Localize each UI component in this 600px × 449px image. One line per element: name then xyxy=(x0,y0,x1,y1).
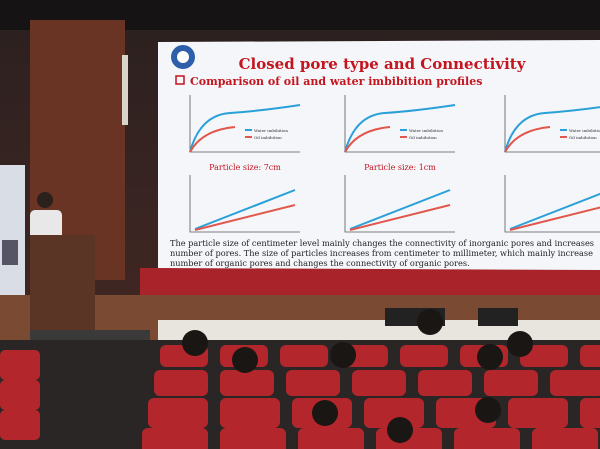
seat xyxy=(484,370,538,396)
oil-curve xyxy=(504,126,551,153)
logo xyxy=(177,51,189,63)
chart-axes xyxy=(344,175,455,233)
presenter-head xyxy=(37,192,53,208)
bullet xyxy=(175,75,185,85)
banner xyxy=(0,165,25,300)
audience-head xyxy=(232,347,258,373)
chart-caption: Particle size: 7cm xyxy=(209,163,281,172)
water-curve xyxy=(344,104,456,153)
seat xyxy=(508,398,568,428)
lectern xyxy=(30,235,95,330)
audience-head xyxy=(507,331,533,357)
audience-head xyxy=(312,400,338,426)
seat xyxy=(352,370,406,396)
seat xyxy=(454,428,520,449)
audience-head xyxy=(330,342,356,368)
slide-text: number of organic pores and changes the … xyxy=(170,258,470,268)
seat xyxy=(142,428,208,449)
banner-qr xyxy=(2,240,18,265)
seat xyxy=(400,345,448,367)
seat xyxy=(0,380,40,410)
oil-curve xyxy=(349,204,451,231)
presenter-body xyxy=(30,210,62,240)
seat xyxy=(364,398,424,428)
water-curve xyxy=(194,189,296,230)
seat xyxy=(280,345,328,367)
seat xyxy=(0,410,40,440)
speaker xyxy=(478,308,518,326)
oil-curve xyxy=(189,126,236,153)
seat xyxy=(580,398,600,428)
window xyxy=(122,55,128,125)
legend-label: Water imbibition xyxy=(409,128,443,133)
slide-text: number of pores. The size of particles i… xyxy=(170,248,593,258)
seat xyxy=(550,370,600,396)
seat xyxy=(148,398,208,428)
audience-head xyxy=(475,397,501,423)
seat xyxy=(0,350,40,380)
audience-head xyxy=(417,309,443,335)
seat xyxy=(532,428,598,449)
water-curve xyxy=(349,189,451,230)
seat xyxy=(220,428,286,449)
legend-label: Water imbibition xyxy=(569,128,600,133)
seat xyxy=(580,345,600,367)
chart-axes xyxy=(189,175,300,233)
legend-label: Oil imbibition xyxy=(254,135,282,140)
legend-label: Oil imbibition xyxy=(409,135,437,140)
slide-subtitle: Comparison of oil and water imbibition p… xyxy=(190,75,482,88)
water-curve xyxy=(189,104,301,153)
seats xyxy=(0,309,600,449)
seat xyxy=(298,428,364,449)
seat xyxy=(220,370,274,396)
water-curve xyxy=(509,189,600,230)
audience-head xyxy=(477,344,503,370)
water-curve xyxy=(504,104,600,153)
seat xyxy=(520,345,568,367)
legend-label: Oil imbibition xyxy=(569,135,597,140)
seat xyxy=(220,398,280,428)
audience-head xyxy=(182,330,208,356)
slide: Closed pore type and Connectivity Compar… xyxy=(170,45,600,268)
legend-label: Water imbibition xyxy=(254,128,288,133)
oil-curve xyxy=(194,204,296,231)
seat xyxy=(286,370,340,396)
audience-head xyxy=(387,417,413,443)
slide-text: The particle size of centimeter level ma… xyxy=(170,238,594,248)
chart-axes xyxy=(504,175,600,233)
seat xyxy=(418,370,472,396)
table xyxy=(158,320,600,340)
seat xyxy=(154,370,208,396)
oil-curve xyxy=(344,126,391,153)
slide-title: Closed pore type and Connectivity xyxy=(239,55,527,73)
stage-front xyxy=(140,268,600,300)
chart-caption: Particle size: 1cm xyxy=(364,163,436,172)
oil-curve xyxy=(509,204,600,231)
